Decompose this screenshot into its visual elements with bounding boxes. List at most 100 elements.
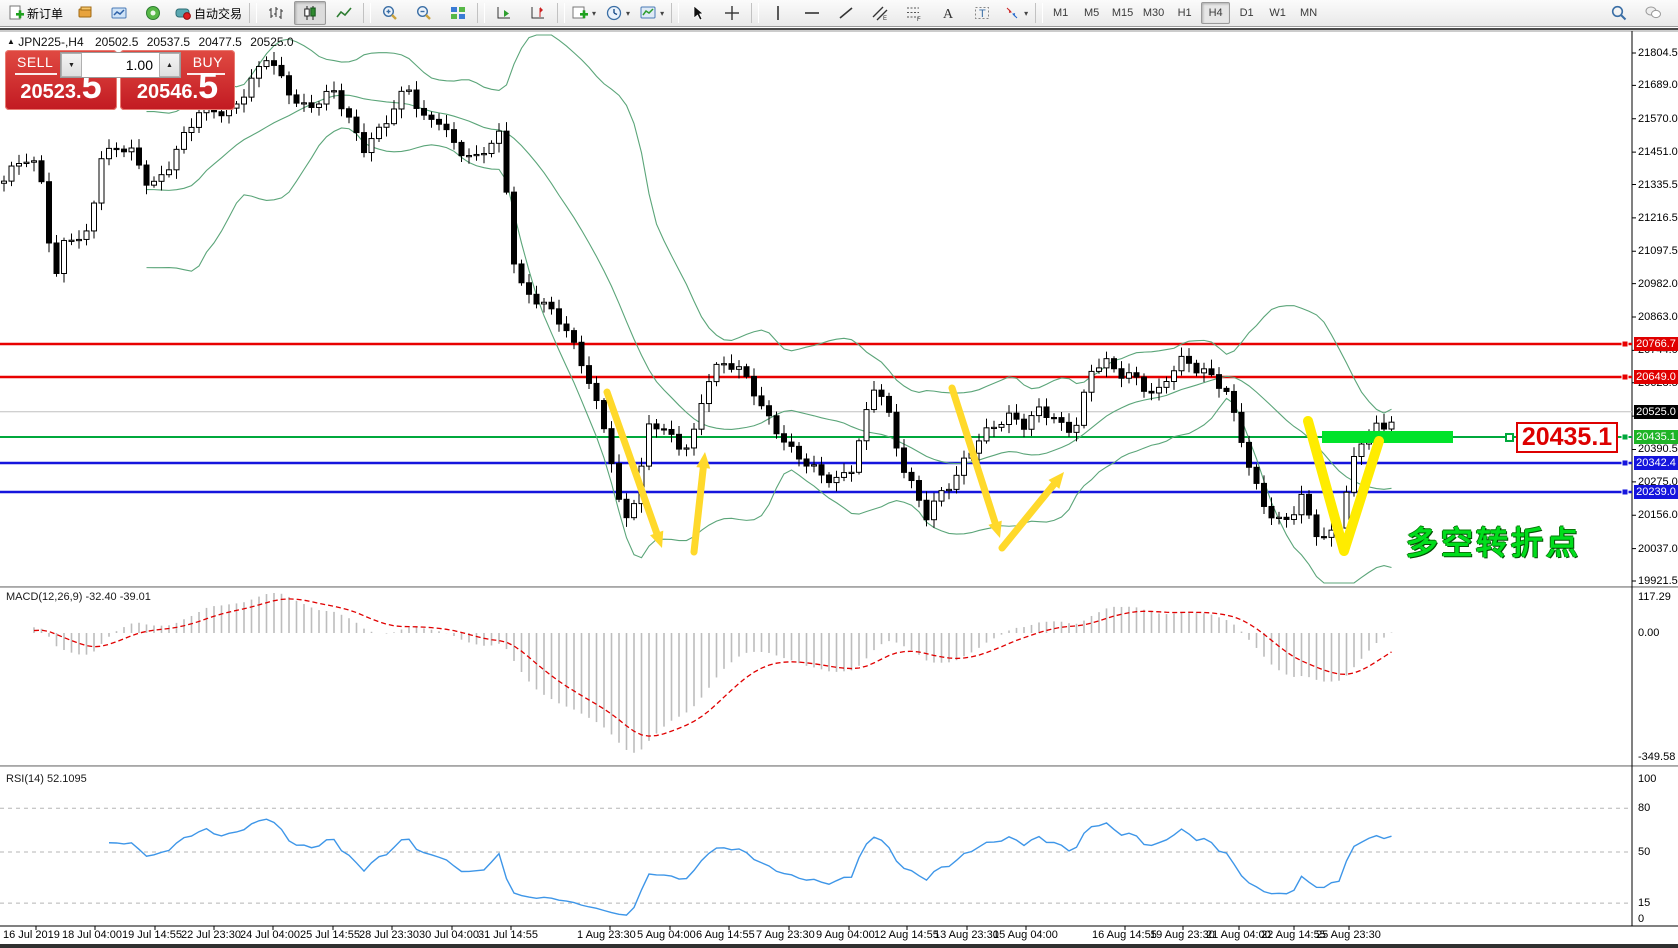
rsi-scale-label: 15	[1638, 897, 1651, 909]
buy-price: 20546.5	[136, 65, 219, 106]
new-order-button[interactable]: 新订单	[4, 1, 67, 25]
trendline-button[interactable]	[830, 1, 862, 25]
buy-underline	[187, 73, 225, 75]
search-button[interactable]	[1603, 1, 1635, 25]
rsi-scale-label: 0	[1638, 913, 1645, 925]
profiles-icon	[111, 5, 127, 21]
time-axis-label: 6 Aug 14:55	[696, 929, 755, 941]
time-axis-label: 28 Jul 23:30	[359, 929, 419, 941]
dropdown-caret-icon: ▾	[660, 8, 665, 18]
price-tick: 19921.5	[1638, 575, 1678, 587]
yellow-arrow	[1048, 472, 1064, 489]
line-chart-button[interactable]	[328, 1, 360, 25]
price-tick: 21335.5	[1638, 178, 1678, 191]
new-order-label: 新订单	[27, 6, 64, 21]
vertical-line-button[interactable]	[762, 1, 794, 25]
arrows-button[interactable]: ▾	[1000, 1, 1032, 25]
text-label-button[interactable]: T	[966, 1, 998, 25]
timeframe-m15-button[interactable]: M15	[1111, 7, 1134, 19]
one-click-trading-panel: SELL 20523.5 BUY 20546.5 ▼ 1.00 ▲	[5, 50, 235, 110]
dropdown-caret-icon: ▾	[592, 8, 597, 18]
time-axis-label: 22 Aug 14:55	[1261, 929, 1326, 941]
new-chart-button[interactable]	[69, 1, 101, 25]
new-chart-icon	[77, 5, 93, 21]
timeframe-m5-button[interactable]: M5	[1083, 7, 1100, 19]
time-axis-label: 31 Jul 14:55	[478, 929, 538, 941]
sell-button[interactable]: SELL	[17, 54, 54, 70]
ohlc-low: 20477.5	[198, 35, 242, 49]
volume-input[interactable]: 1.00	[125, 57, 153, 73]
bar-chart-button[interactable]	[260, 1, 292, 25]
timeframe-mn-button[interactable]: MN	[1300, 7, 1318, 19]
chart-shift-button[interactable]	[522, 1, 554, 25]
time-axis-label: 22 Jul 23:30	[181, 929, 241, 941]
autotrading-button[interactable]: 自动交易	[171, 1, 246, 25]
sell-underline	[15, 73, 57, 75]
toolbar-separator	[557, 3, 566, 23]
price-tag-label[interactable]: 20435.1	[1516, 422, 1618, 453]
turning-point-annotation[interactable]: 多空转折点	[1406, 525, 1582, 561]
price-tick: 20390.5	[1638, 443, 1678, 456]
toolbar-separator	[1035, 3, 1044, 23]
timeframe-d1-button[interactable]: D1	[1239, 7, 1254, 19]
alerts-button[interactable]	[137, 1, 169, 25]
toolbar-separator	[671, 3, 680, 23]
candle-chart-button[interactable]	[294, 1, 327, 25]
time-axis-label: 16 Jul 2019	[3, 929, 60, 941]
rsi-scale-label: 80	[1638, 802, 1651, 814]
chat-icon	[1645, 5, 1661, 21]
price-tick: 21804.5	[1638, 47, 1678, 59]
periods-button[interactable]: ▾	[602, 1, 634, 25]
timeframe-m30-button[interactable]: M30	[1142, 7, 1165, 19]
drawing-objects	[603, 340, 1629, 556]
buy-button[interactable]: BUY	[192, 54, 223, 70]
text-button[interactable]: A	[932, 1, 964, 25]
price-tick: 21216.5	[1638, 211, 1678, 224]
price-badge: 20435.1	[1634, 429, 1678, 444]
trendline-icon	[838, 5, 854, 21]
price-tick: 21451.0	[1638, 146, 1678, 159]
volume-decrease-button[interactable]: ▼	[61, 53, 82, 77]
autotrading-label: 自动交易	[194, 6, 243, 21]
cursor-button[interactable]	[682, 1, 714, 25]
zoom-in-icon	[382, 5, 398, 21]
macd-scale-label: 0.00	[1638, 627, 1660, 639]
yellow-arrow	[696, 452, 711, 469]
toolbar-separator	[363, 3, 372, 23]
rsi-scale-label: 50	[1638, 846, 1651, 858]
price-badge: 20239.0	[1634, 484, 1678, 499]
equidistant-channel-button[interactable]: E	[864, 1, 896, 25]
crosshair-button[interactable]	[716, 1, 748, 25]
toolbar-separator	[249, 3, 258, 23]
templates-button[interactable]: ▾	[636, 1, 668, 25]
chat-button[interactable]	[1637, 1, 1669, 25]
timeframe-m1-button[interactable]: M1	[1052, 7, 1069, 19]
profiles-button[interactable]	[103, 1, 135, 25]
macd-label: MACD(12,26,9) -32.40 -39.01	[6, 591, 151, 603]
timeframe-h4-button[interactable]: H4	[1201, 2, 1231, 24]
timeframe-w1-button[interactable]: W1	[1269, 7, 1286, 19]
time-axis-label: 24 Jul 04:00	[240, 929, 300, 941]
zoom-out-button[interactable]	[408, 1, 440, 25]
auto-scroll-button[interactable]	[488, 1, 520, 25]
time-axis-label: 5 Aug 04:00	[637, 929, 696, 941]
zoom-in-button[interactable]	[374, 1, 406, 25]
chart-canvas[interactable]	[0, 30, 1678, 948]
horizontal-line-button[interactable]	[796, 1, 828, 25]
time-axis-label: 30 Jul 04:00	[419, 929, 479, 941]
time-axis-label: 7 Aug 23:30	[756, 929, 815, 941]
fibonacci-button[interactable]: F	[898, 1, 930, 25]
timeframe-h1-button[interactable]: H1	[1177, 7, 1192, 19]
time-axis-label: 19 Aug 23:30	[1150, 929, 1215, 941]
indicators-button[interactable]: ▾	[568, 1, 600, 25]
price-tick: 21570.0	[1638, 112, 1678, 125]
indicators-icon	[572, 5, 589, 21]
tile-windows-button[interactable]	[442, 1, 474, 25]
macd-scale-label: -349.58	[1638, 751, 1676, 763]
svg-text:F: F	[917, 17, 921, 21]
time-axis-label: 1 Aug 23:30	[577, 929, 636, 941]
collapse-icon[interactable]: ▲	[7, 37, 15, 46]
v-reversal-shape	[1303, 416, 1384, 556]
volume-increase-button[interactable]: ▲	[159, 53, 180, 77]
search-icon	[1611, 5, 1627, 21]
